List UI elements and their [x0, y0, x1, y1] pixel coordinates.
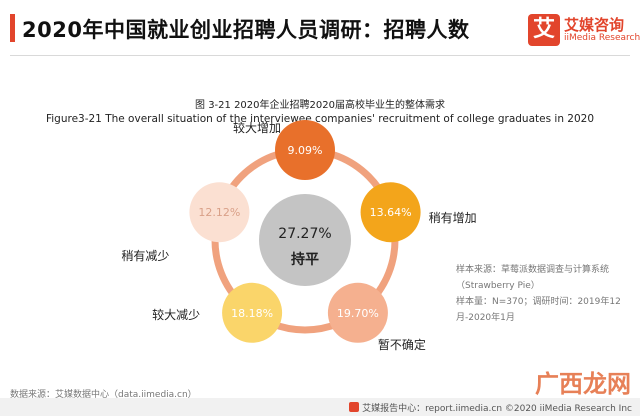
logo-glyph: 艾 [528, 14, 560, 46]
iimedia-logo: 艾 艾媒咨询 iiMedia Research [528, 14, 640, 48]
logo-name-en: iiMedia Research [564, 33, 640, 43]
slice-value-3: 19.70% [337, 307, 379, 320]
slice-category-3: 暂不确定 [378, 337, 426, 352]
data-source: 数据来源：艾媒数据中心（data.iimedia.cn） [10, 390, 197, 400]
report-center-icon [349, 402, 360, 412]
logo-name-cn: 艾媒咨询 [564, 16, 625, 34]
slice-category-2: 稍有增加 [429, 211, 477, 225]
slice-category-1: 较大增加 [233, 120, 281, 135]
sample-source-en-note: （Strawberry Pie） [456, 281, 540, 291]
slice-value-1: 9.09% [288, 144, 323, 157]
slice-value-4: 18.18% [231, 307, 273, 320]
sample-size-note: 样本量：N=370；调研时间：2019年12 [456, 297, 621, 307]
footer-text: 艾媒报告中心：report.iimedia.cn ©2020 iiMedia R… [362, 404, 632, 414]
slice-bubble-4 [222, 282, 283, 343]
sample-source-note: 样本来源：草莓派数据调查与计算系统 [456, 265, 610, 275]
slice-bubble-1 [275, 120, 335, 180]
figure-title-cn: 图 3-21 2020年企业招聘2020届高校毕业生的整体需求 [195, 100, 445, 111]
watermark: 广西龙网 [535, 370, 631, 398]
slice-category-4: 较大减少 [152, 307, 200, 322]
footer-text-wrap: 艾媒报告中心：report.iimedia.cn ©2020 iiMedia R… [349, 401, 632, 414]
slice-bubble-3 [327, 282, 388, 343]
slice-bubble-2 [360, 182, 421, 243]
sample-time-note: 月-2020年1月 [456, 313, 515, 323]
page-title: 2020年中国就业创业招聘人员调研：招聘人数 [22, 18, 470, 42]
slice-bubble-5 [189, 182, 250, 243]
slice-value-center: 27.27% [278, 226, 331, 242]
header-divider [10, 55, 630, 56]
slice-value-2: 13.64% [370, 206, 412, 219]
footer-bar: 艾媒报告中心：report.iimedia.cn ©2020 iiMedia R… [0, 398, 640, 416]
title-accent-bar [10, 14, 15, 42]
slice-value-5: 12.12% [198, 206, 240, 219]
bubble-ring-chart: 9.09% 较大增加 13.64% 稍有增加 19.70% 暂不确定 18.18% 较大减少 1… [121, 120, 477, 352]
slice-category-5: 稍有减少 [121, 249, 169, 263]
slice-bubble-center [259, 194, 351, 286]
slice-category-center: 持平 [291, 251, 319, 268]
figure-title-en: Figure3-21 The overall situation of the … [45, 113, 595, 125]
